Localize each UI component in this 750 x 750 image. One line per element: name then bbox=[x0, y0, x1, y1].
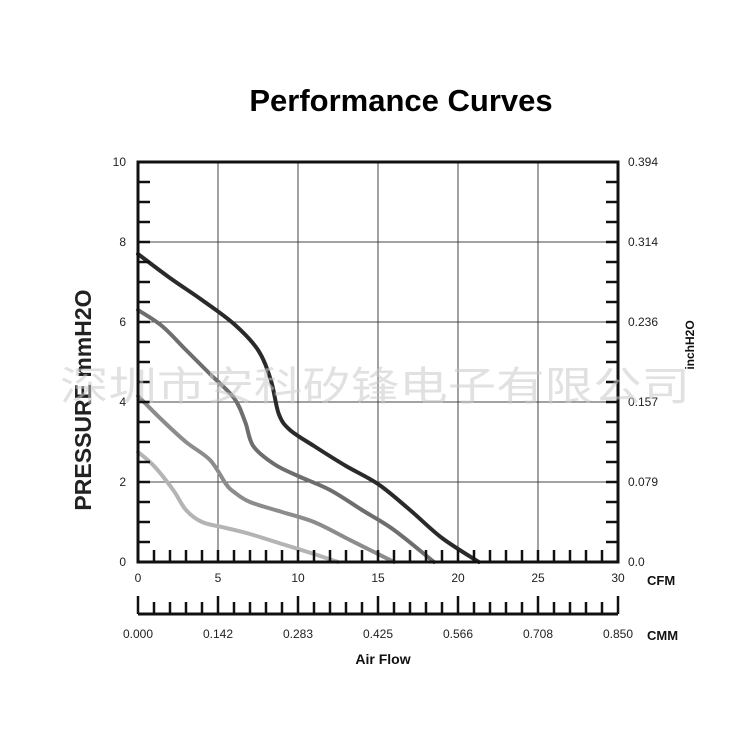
series-line-curve-3 bbox=[136, 394, 396, 564]
cfm-unit-label: CFM bbox=[647, 573, 675, 588]
cmm-unit-label: CMM bbox=[647, 628, 678, 643]
x2-tick-label: 0.708 bbox=[523, 627, 553, 641]
x-tick-label: 10 bbox=[291, 571, 305, 585]
y-tick-label: 8 bbox=[119, 235, 126, 249]
x-tick-label: 25 bbox=[531, 571, 545, 585]
y2-tick-label: 0.0 bbox=[628, 555, 645, 569]
x2-tick-label: 0.425 bbox=[363, 627, 393, 641]
grid-lines bbox=[138, 162, 618, 562]
x-tick-label: 30 bbox=[611, 571, 625, 585]
y2-tick-label: 0.236 bbox=[628, 315, 658, 329]
x2-tick-label: 0.283 bbox=[283, 627, 313, 641]
y-tick-label: 6 bbox=[119, 315, 126, 329]
x-tick-label: 20 bbox=[451, 571, 465, 585]
x-tick-label: 0 bbox=[135, 571, 142, 585]
y2-tick-label: 0.079 bbox=[628, 475, 658, 489]
chart-title: Performance Curves bbox=[249, 83, 552, 118]
x2-tick-label: 0.142 bbox=[203, 627, 233, 641]
watermark-text: 深圳市安科矽锋电子有限公司 bbox=[60, 364, 690, 410]
y-tick-label: 10 bbox=[113, 155, 127, 169]
y2-axis-title: inchH2O bbox=[683, 320, 697, 369]
x-tick-label: 5 bbox=[215, 571, 222, 585]
x2-tick-label: 0.566 bbox=[443, 627, 473, 641]
y2-tick-label: 0.314 bbox=[628, 235, 658, 249]
x-axis-title: Air Flow bbox=[355, 651, 410, 667]
y-axis-title: PRESSURE mmH2O bbox=[70, 289, 96, 510]
y-tick-label: 0 bbox=[119, 555, 126, 569]
y-tick-label: 4 bbox=[119, 395, 126, 409]
y2-tick-label: 0.394 bbox=[628, 155, 658, 169]
series-line-curve-2 bbox=[136, 308, 436, 564]
curve-series bbox=[136, 252, 481, 564]
tick-labels: 0 5 10 15 20 25 30 0 0.0 2 0.079 4 0.157 6 0.236 8 0.314… bbox=[113, 155, 659, 641]
x2-tick-label: 0.000 bbox=[123, 627, 153, 641]
x-tick-label: 15 bbox=[371, 571, 385, 585]
axis-ticks bbox=[136, 180, 620, 614]
y-tick-label: 2 bbox=[119, 475, 126, 489]
x2-tick-label: 0.850 bbox=[603, 627, 633, 641]
series-line-curve-1 bbox=[136, 252, 481, 564]
series-line-curve-4 bbox=[136, 450, 340, 564]
y2-tick-label: 0.157 bbox=[628, 395, 658, 409]
